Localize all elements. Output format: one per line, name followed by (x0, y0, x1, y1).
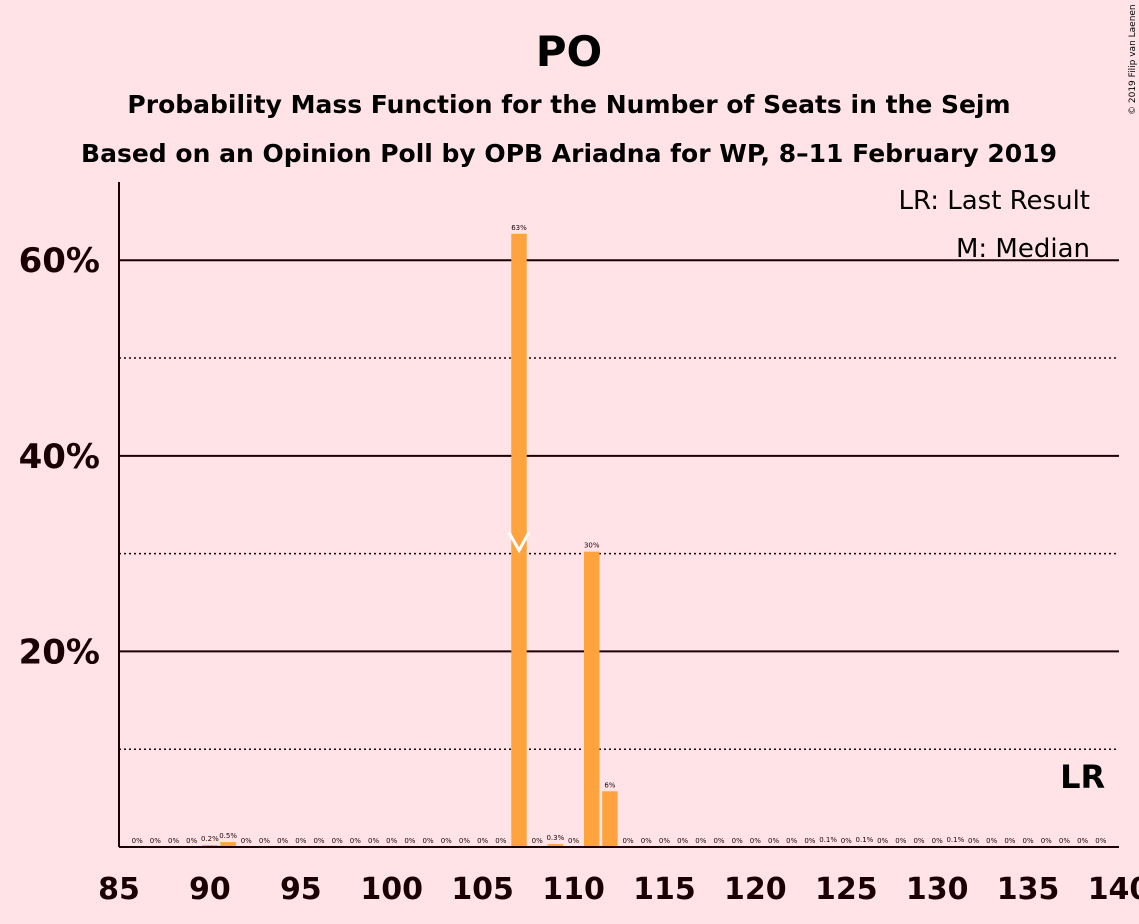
data-labels: 0% 0% 0% 0% 0.2% 0.5% 0% 0% 0% 0% 0% 0% 0% 0% 0% 0% 0% 0%… (132, 224, 1107, 845)
data-label-92: 0% (241, 837, 252, 845)
data-label-115: 0% (659, 837, 670, 845)
bar-109 (547, 844, 564, 847)
data-label-110: 0% (568, 837, 579, 845)
data-label-123: 0% (804, 837, 815, 845)
data-label-131: 0.1% (946, 836, 964, 844)
data-label-97: 0% (332, 837, 343, 845)
data-label-135: 0% (1023, 837, 1034, 845)
data-label-138: 0% (1077, 837, 1088, 845)
data-label-105: 0% (477, 837, 488, 845)
data-label-98: 0% (350, 837, 361, 845)
data-label-139: 0% (1095, 837, 1106, 845)
x-tick-labels: 85 90 95 100 105 110 115 120 125 130 135 140 (98, 872, 1139, 907)
data-label-128: 0% (895, 837, 906, 845)
data-label-132: 0% (968, 837, 979, 845)
data-label-133: 0% (986, 837, 997, 845)
bars (202, 233, 964, 848)
data-label-107: 63% (511, 224, 527, 232)
data-label-120: 0% (750, 837, 761, 845)
x-tick-label-115: 115 (633, 872, 696, 907)
copyright: © 2019 Filip van Laenen (1128, 4, 1138, 115)
data-label-104: 0% (459, 837, 470, 845)
data-label-99: 0% (368, 837, 379, 845)
data-label-94: 0% (277, 837, 288, 845)
data-label-103: 0% (441, 837, 452, 845)
data-label-137: 0% (1059, 837, 1070, 845)
data-label-93: 0% (259, 837, 270, 845)
data-label-129: 0% (913, 837, 924, 845)
data-label-134: 0% (1004, 837, 1015, 845)
grid-lines (119, 259, 1119, 750)
data-label-136: 0% (1041, 837, 1052, 845)
data-label-124: 0.1% (819, 836, 837, 844)
data-label-122: 0% (786, 837, 797, 845)
data-label-126: 0.1% (856, 836, 874, 844)
data-label-114: 0% (641, 837, 652, 845)
x-tick-label-95: 95 (280, 872, 322, 907)
x-tick-label-135: 135 (997, 872, 1060, 907)
x-tick-label-140: 140 (1088, 872, 1139, 907)
last-result-marker: LR (1060, 758, 1105, 796)
data-label-87: 0% (150, 837, 161, 845)
bar-111 (584, 551, 600, 847)
data-label-130: 0% (932, 837, 943, 845)
data-label-121: 0% (768, 837, 779, 845)
data-label-117: 0% (695, 837, 706, 845)
chart-subtitle: Probability Mass Function for the Number… (127, 90, 1010, 119)
data-label-119: 0% (732, 837, 743, 845)
legend-median: M: Median (956, 234, 1090, 264)
data-label-89: 0% (186, 837, 197, 845)
data-label-108: 0% (532, 837, 543, 845)
x-tick-label-125: 125 (815, 872, 878, 907)
bar-91 (220, 842, 236, 847)
y-tick-label-40: 40% (19, 437, 100, 477)
data-label-112: 6% (604, 781, 615, 789)
data-label-109: 0.3% (546, 834, 564, 842)
data-label-101: 0% (404, 837, 415, 845)
x-tick-label-100: 100 (360, 872, 423, 907)
axes (118, 182, 1119, 848)
bar-112 (602, 791, 618, 847)
legend-last-result: LR: Last Result (898, 186, 1090, 216)
y-tick-label-20: 20% (19, 632, 100, 672)
data-label-118: 0% (713, 837, 724, 845)
y-tick-labels: 20% 40% 60% (19, 241, 100, 672)
median-marker (507, 531, 531, 554)
data-label-90: 0.2% (201, 835, 219, 843)
x-tick-label-90: 90 (189, 872, 231, 907)
data-label-96: 0% (313, 837, 324, 845)
y-tick-label-60: 60% (19, 241, 100, 281)
x-tick-label-110: 110 (542, 872, 605, 907)
data-label-102: 0% (423, 837, 434, 845)
x-tick-label-85: 85 (98, 872, 140, 907)
data-label-95: 0% (295, 837, 306, 845)
data-label-111: 30% (584, 542, 600, 550)
x-tick-label-130: 130 (906, 872, 969, 907)
data-label-113: 0% (623, 837, 634, 845)
x-tick-label-105: 105 (451, 872, 514, 907)
data-label-100: 0% (386, 837, 397, 845)
data-label-106: 0% (495, 837, 506, 845)
data-label-88: 0% (168, 837, 179, 845)
data-label-91: 0.5% (219, 832, 237, 840)
chart-title: PO (536, 27, 603, 76)
data-label-125: 0% (841, 837, 852, 845)
data-label-86: 0% (132, 837, 143, 845)
bar-107 (511, 233, 527, 848)
x-tick-label-120: 120 (724, 872, 787, 907)
chart-subtitle-2: Based on an Opinion Poll by OPB Ariadna … (81, 139, 1057, 168)
data-label-116: 0% (677, 837, 688, 845)
data-label-127: 0% (877, 837, 888, 845)
